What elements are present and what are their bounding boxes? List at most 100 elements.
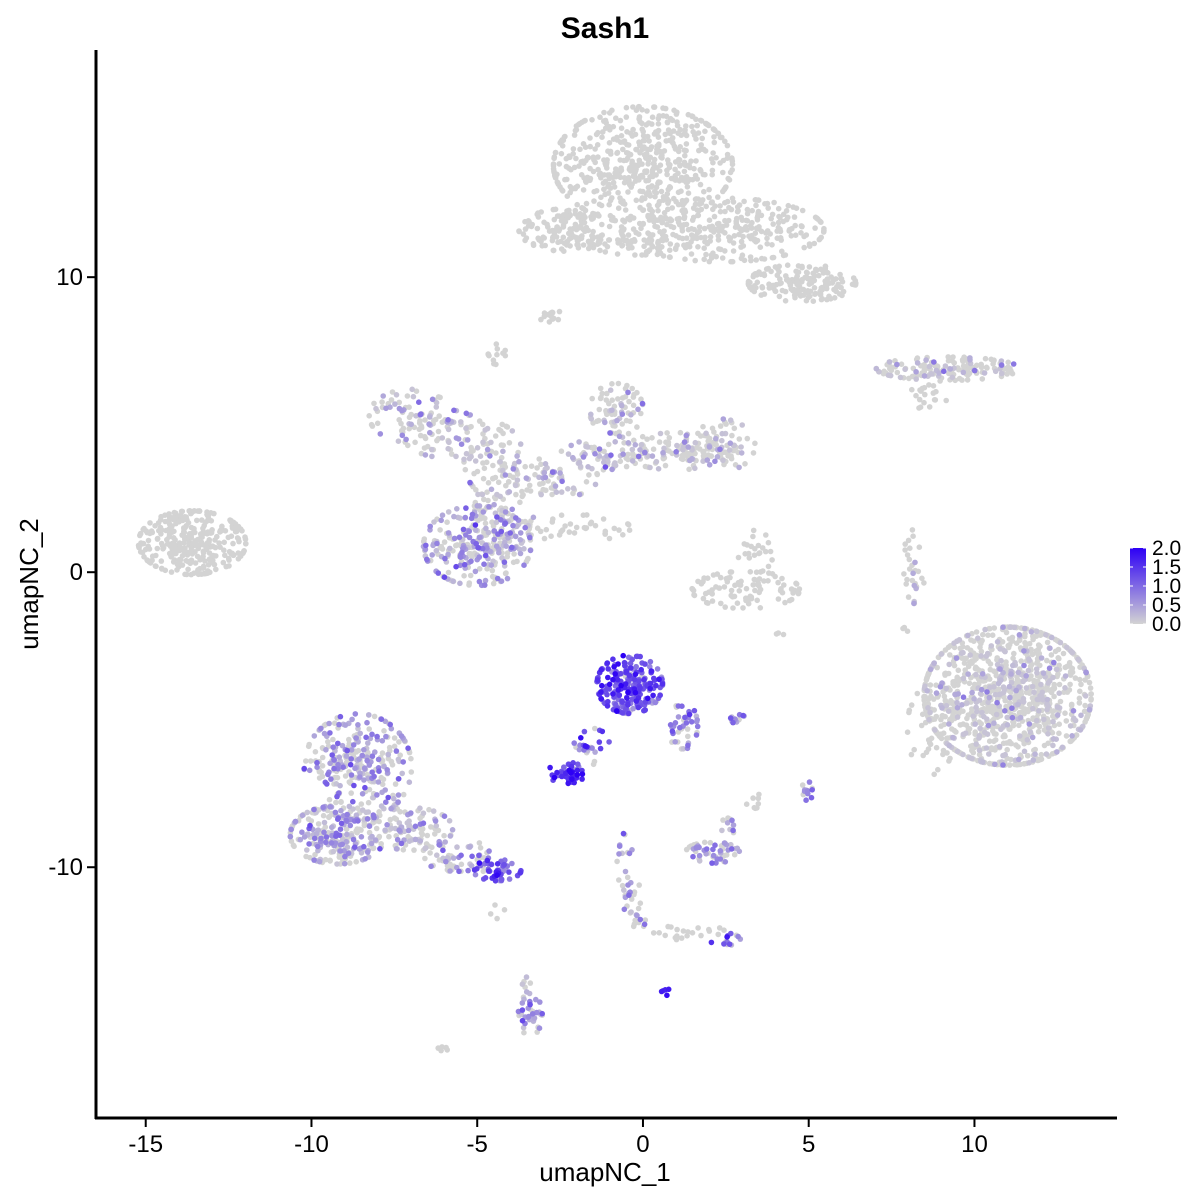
cell-point: [158, 558, 165, 564]
cell-point: [692, 201, 699, 208]
cell-point: [1043, 751, 1050, 757]
cell-point: [1054, 666, 1060, 673]
cell-point: [758, 292, 764, 298]
cell-point: [1005, 644, 1012, 651]
cell-point: [816, 272, 822, 279]
cell-point: [618, 402, 625, 409]
cell-point: [708, 227, 714, 233]
cell-point: [675, 714, 682, 720]
cell-point: [189, 530, 196, 536]
cell-point: [976, 681, 982, 687]
cell-point: [361, 843, 367, 850]
cell-point: [516, 458, 522, 465]
cell-point: [750, 450, 757, 456]
cell-point: [797, 293, 804, 299]
cell-point: [993, 731, 999, 737]
cell-point: [594, 471, 601, 478]
cell-point: [220, 559, 227, 566]
cell-point: [433, 547, 440, 554]
cell-point: [992, 368, 999, 375]
cell-point: [582, 207, 589, 214]
cell-point: [625, 232, 632, 238]
cell-point: [644, 436, 650, 443]
cell-point: [321, 819, 328, 826]
cell-point: [960, 649, 966, 656]
cell-point: [793, 268, 799, 275]
cell-point: [349, 716, 355, 723]
cell-point: [326, 720, 332, 727]
cell-point: [352, 711, 359, 717]
cell-point: [727, 440, 734, 447]
cell-point: [352, 765, 358, 772]
cell-point: [357, 730, 364, 737]
cell-point: [736, 588, 743, 594]
cell-point: [485, 497, 491, 504]
cell-point: [521, 562, 527, 568]
cell-point: [619, 447, 626, 453]
cell-point: [904, 576, 910, 583]
cell-point: [416, 399, 422, 406]
cell-point: [636, 157, 643, 164]
cell-point: [730, 248, 737, 254]
cell-point: [439, 435, 446, 441]
cell-point: [353, 859, 360, 865]
cell-point: [625, 150, 631, 156]
cell-point: [481, 561, 487, 567]
cell-point: [960, 369, 967, 376]
cell-point: [371, 400, 377, 407]
cell-point: [610, 123, 617, 130]
cell-point: [1004, 714, 1010, 721]
cell-point: [417, 432, 424, 439]
cell-point: [426, 806, 432, 813]
cell-point: [311, 733, 318, 739]
cell-point: [149, 557, 155, 564]
cell-point: [805, 288, 811, 295]
cell-point: [664, 430, 670, 436]
cell-point: [813, 267, 820, 274]
cell-point: [649, 114, 656, 120]
cell-point: [681, 452, 688, 458]
cell-point: [403, 436, 409, 443]
cell-point: [458, 861, 465, 868]
cell-point: [232, 528, 239, 535]
cell-point: [396, 405, 403, 412]
cell-point: [620, 233, 626, 240]
cell-point: [724, 142, 731, 149]
cell-point: [966, 680, 973, 687]
cell-point: [782, 252, 789, 258]
cell-point: [432, 831, 438, 837]
cell-point: [799, 207, 806, 214]
cell-point: [338, 798, 344, 805]
cell-point: [918, 722, 925, 729]
cell-point: [720, 223, 726, 230]
cell-point: [1044, 657, 1050, 664]
cell-point: [769, 211, 776, 218]
cell-point: [378, 841, 385, 847]
cell-point: [1054, 749, 1060, 755]
cell-point: [907, 545, 913, 551]
cell-point: [681, 168, 688, 175]
cell-point: [540, 234, 546, 240]
cell-point: [327, 730, 333, 736]
cell-point: [513, 491, 519, 498]
cell-point: [631, 173, 638, 179]
cell-point: [341, 860, 348, 867]
cell-point: [588, 411, 594, 418]
cell-point: [400, 847, 407, 853]
cell-point: [337, 848, 344, 854]
cell-point: [940, 751, 946, 758]
cell-point: [991, 720, 997, 726]
cell-point: [506, 472, 513, 479]
cell-point: [733, 218, 739, 225]
cell-point: [606, 140, 613, 146]
cell-point: [546, 228, 553, 234]
cell-point: [1004, 746, 1010, 753]
cell-point: [635, 162, 642, 169]
cell-point: [621, 175, 628, 181]
cell-point: [350, 836, 357, 843]
cell-point: [447, 833, 454, 839]
cell-point: [445, 445, 452, 452]
cell-point: [509, 428, 516, 434]
cell-point: [463, 450, 470, 457]
cell-point: [1017, 714, 1024, 721]
